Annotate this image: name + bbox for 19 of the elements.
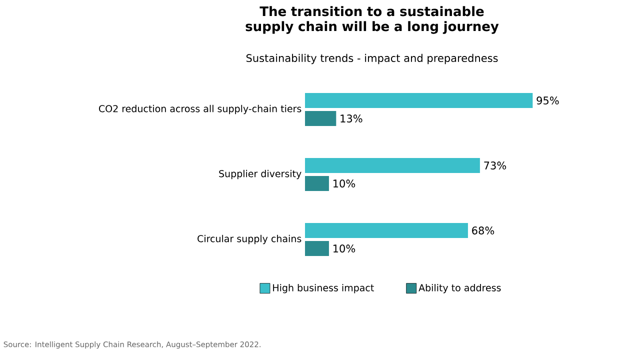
bar [305,158,480,174]
bar [305,111,336,126]
data-label: 73% [484,162,506,170]
legend-label: High business impact [273,284,374,294]
chart-subtitle: Sustainability trends - impact and preparedness [246,54,498,64]
bar [305,241,329,256]
data-label: 68% [472,226,494,234]
chart-title: The transition to a sustainable supply chain will be a long journey [246,6,499,34]
y-tick-label: CO2 reduction across all supply-chain tiers [99,104,302,114]
legend-label: Ability to address [418,284,501,294]
bar [305,176,329,192]
data-label: 10% [333,244,356,252]
y-tick-label: Supplier diversity [219,170,302,180]
data-label: 10% [333,180,356,188]
bar [305,223,468,238]
y-tick-label: Circular supply chains [198,234,302,244]
data-label: 13% [340,114,362,122]
data-label: 95% [536,96,559,104]
bar [305,93,533,108]
